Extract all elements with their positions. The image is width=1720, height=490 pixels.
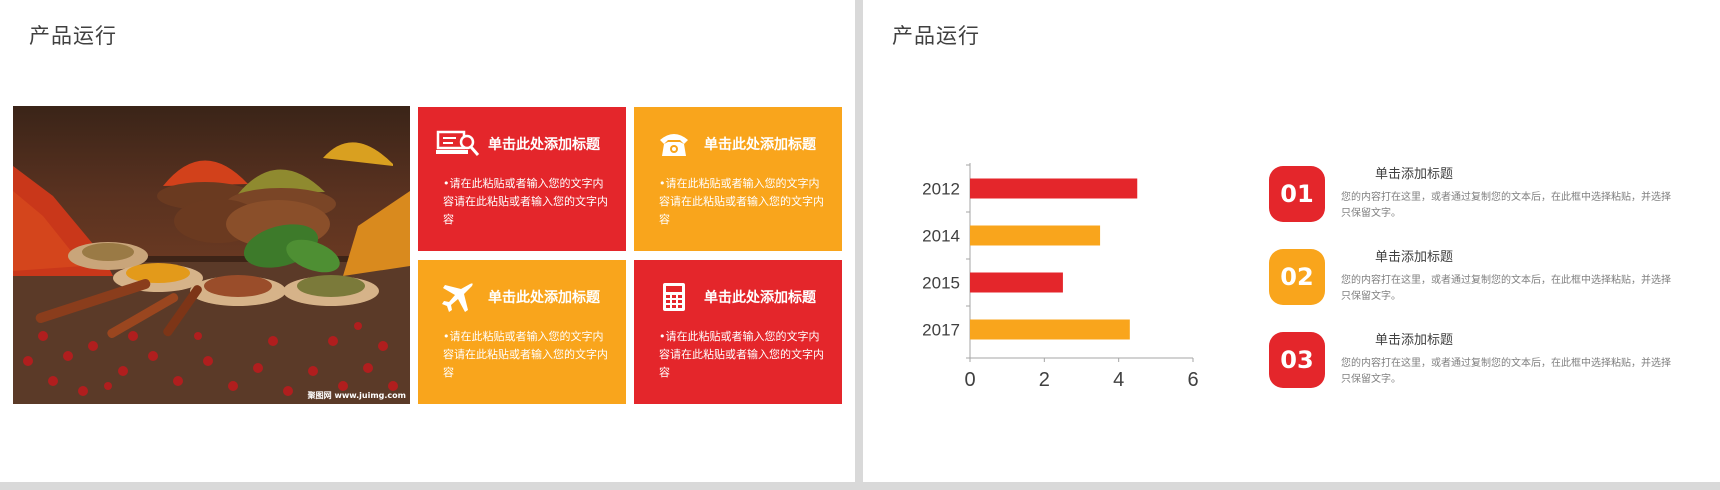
x-tick-label: 0 [964, 369, 975, 391]
number-badge: 01 [1269, 166, 1325, 222]
tile-text: •请在此粘贴或者输入您的文字内容请在此粘贴或者输入您的文字内容 [659, 177, 824, 226]
item-desc: 您的内容打在这里，或者通过复制您的文本后，在此框中选择粘贴，并选择只保留文字。 [1341, 358, 1671, 385]
x-tick-label: 4 [1113, 369, 1124, 391]
number-badge: 02 [1269, 249, 1325, 305]
search-computer-icon [434, 127, 482, 161]
tile-text: •请在此粘贴或者输入您的文字内容请在此粘贴或者输入您的文字内容 [443, 330, 608, 379]
list-item-3[interactable]: 03 单击添加标题 您的内容打在这里，或者通过复制您的文本后，在此框中选择粘贴，… [1269, 332, 1689, 392]
bar-2015 [970, 272, 1063, 293]
item-desc: 您的内容打在这里，或者通过复制您的文本后，在此框中选择粘贴，并选择只保留文字。 [1341, 192, 1671, 219]
y-tick-label: 2014 [923, 227, 960, 246]
airplane-icon [434, 280, 482, 314]
bar-chart: 2012 2014 2015 2017 0 2 4 6 [923, 163, 1199, 391]
bar-2017 [970, 319, 1130, 340]
tile-title: 单击此处添加标题 [488, 137, 600, 153]
feature-tile-2[interactable]: 单击此处添加标题 •请在此粘贴或者输入您的文字内容请在此粘贴或者输入您的文字内容 [634, 107, 842, 251]
slide-right: 产品运行 2012 2014 2015 2017 0 2 4 6 01 单击添加标题 您的内容… [863, 0, 1720, 482]
item-title: 单击添加标题 [1375, 333, 1454, 348]
slide-left: 产品运行 [0, 0, 855, 482]
list-item-2[interactable]: 02 单击添加标题 您的内容打在这里，或者通过复制您的文本后，在此框中选择粘贴，… [1269, 249, 1689, 309]
tile-text: •请在此粘贴或者输入您的文字内容请在此粘贴或者输入您的文字内容 [659, 330, 824, 379]
x-tick-label: 6 [1187, 369, 1198, 391]
spices-photo: 聚图网 www.juimg.com [13, 106, 410, 404]
number-badge: 03 [1269, 332, 1325, 388]
calculator-icon [650, 280, 698, 314]
tile-title: 单击此处添加标题 [488, 290, 600, 306]
list-item-1[interactable]: 01 单击添加标题 您的内容打在这里，或者通过复制您的文本后，在此框中选择粘贴，… [1269, 166, 1689, 226]
item-desc: 您的内容打在这里，或者通过复制您的文本后，在此框中选择粘贴，并选择只保留文字。 [1341, 275, 1671, 302]
y-tick-label: 2017 [923, 321, 960, 340]
slide-title: 产品运行 [29, 24, 117, 48]
bar-2014 [970, 225, 1101, 246]
y-tick-label: 2012 [923, 180, 960, 199]
feature-tile-4[interactable]: 单击此处添加标题 •请在此粘贴或者输入您的文字内容请在此粘贴或者输入您的文字内容 [634, 260, 842, 404]
telephone-icon [650, 127, 698, 161]
tile-title: 单击此处添加标题 [704, 290, 816, 306]
bar-2012 [970, 178, 1138, 199]
tile-title: 单击此处添加标题 [704, 137, 816, 153]
item-title: 单击添加标题 [1375, 250, 1454, 265]
slide-title: 产品运行 [892, 24, 980, 48]
photo-watermark: 聚图网 www.juimg.com [307, 391, 406, 400]
feature-tile-1[interactable]: 单击此处添加标题 •请在此粘贴或者输入您的文字内容请在此粘贴或者输入您的文字内容 [418, 107, 626, 251]
item-title: 单击添加标题 [1375, 167, 1454, 182]
x-tick-label: 2 [1039, 369, 1050, 391]
feature-tile-3[interactable]: 单击此处添加标题 •请在此粘贴或者输入您的文字内容请在此粘贴或者输入您的文字内容 [418, 260, 626, 404]
tile-text: •请在此粘贴或者输入您的文字内容请在此粘贴或者输入您的文字内容 [443, 177, 608, 226]
y-tick-label: 2015 [923, 274, 960, 293]
